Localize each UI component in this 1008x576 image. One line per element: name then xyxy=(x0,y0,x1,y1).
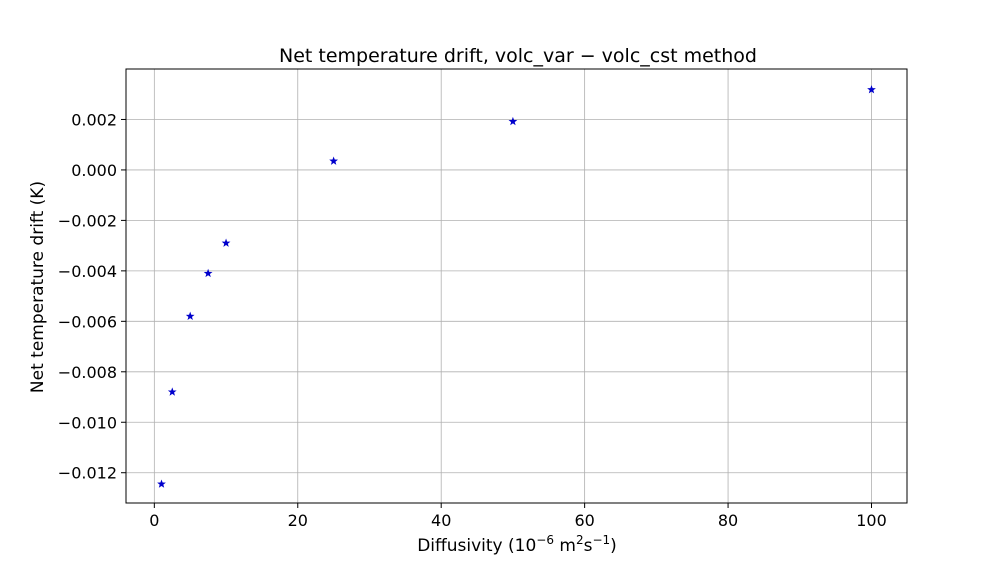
x-axis-label-exponent-2: 2 xyxy=(576,533,584,547)
x-axis-label-exponent-3: −1 xyxy=(592,533,610,547)
y-tick-label: −0.010 xyxy=(58,413,117,432)
x-tick-label: 60 xyxy=(574,511,594,530)
y-tick-label: −0.006 xyxy=(58,312,117,331)
grid xyxy=(126,69,907,503)
x-tick-label: 40 xyxy=(431,511,451,530)
x-axis-label-exponent-1: −6 xyxy=(536,533,554,547)
y-axis-label: Net temperature drift (K) xyxy=(28,181,48,393)
y-tick-label: 0.002 xyxy=(71,110,117,129)
x-tick-label: 0 xyxy=(149,511,159,530)
x-axis-label-suffix: ) xyxy=(610,536,617,556)
data-point-star xyxy=(185,311,195,320)
plot-frame xyxy=(125,68,908,504)
y-tick-label: 0.000 xyxy=(71,161,117,180)
data-point-star xyxy=(329,156,338,165)
data-point-star xyxy=(221,238,231,247)
x-axis-label: Diffusivity (10−6 m2s−1) xyxy=(417,533,617,556)
data-point-star xyxy=(203,268,213,278)
x-axis-label-unit-s: s xyxy=(584,536,593,556)
x-tick-label: 80 xyxy=(718,511,738,530)
data-point-star xyxy=(157,479,166,488)
data-points xyxy=(157,85,876,488)
data-point-star xyxy=(508,116,518,126)
x-axis-label-unit-m: m xyxy=(554,536,576,556)
y-tick-label: −0.004 xyxy=(58,262,117,281)
x-tick-label: 100 xyxy=(856,511,887,530)
data-point-star xyxy=(167,387,177,396)
y-tick-label: −0.002 xyxy=(58,211,117,230)
y-tick-label: −0.008 xyxy=(58,363,117,382)
y-axis-ticks: −0.012 −0.010 −0.008 −0.006 −0.004 −0.002 0.00… xyxy=(58,110,126,483)
x-axis-ticks: 0 20 40 60 80 100 xyxy=(149,503,887,530)
x-tick-label: 20 xyxy=(288,511,308,530)
x-axis-label-prefix: Diffusivity (10 xyxy=(417,536,536,556)
data-point-star xyxy=(867,85,876,94)
y-tick-label: −0.012 xyxy=(58,464,117,483)
chart-title: Net temperature drift, volc_var − volc_c… xyxy=(279,45,757,67)
